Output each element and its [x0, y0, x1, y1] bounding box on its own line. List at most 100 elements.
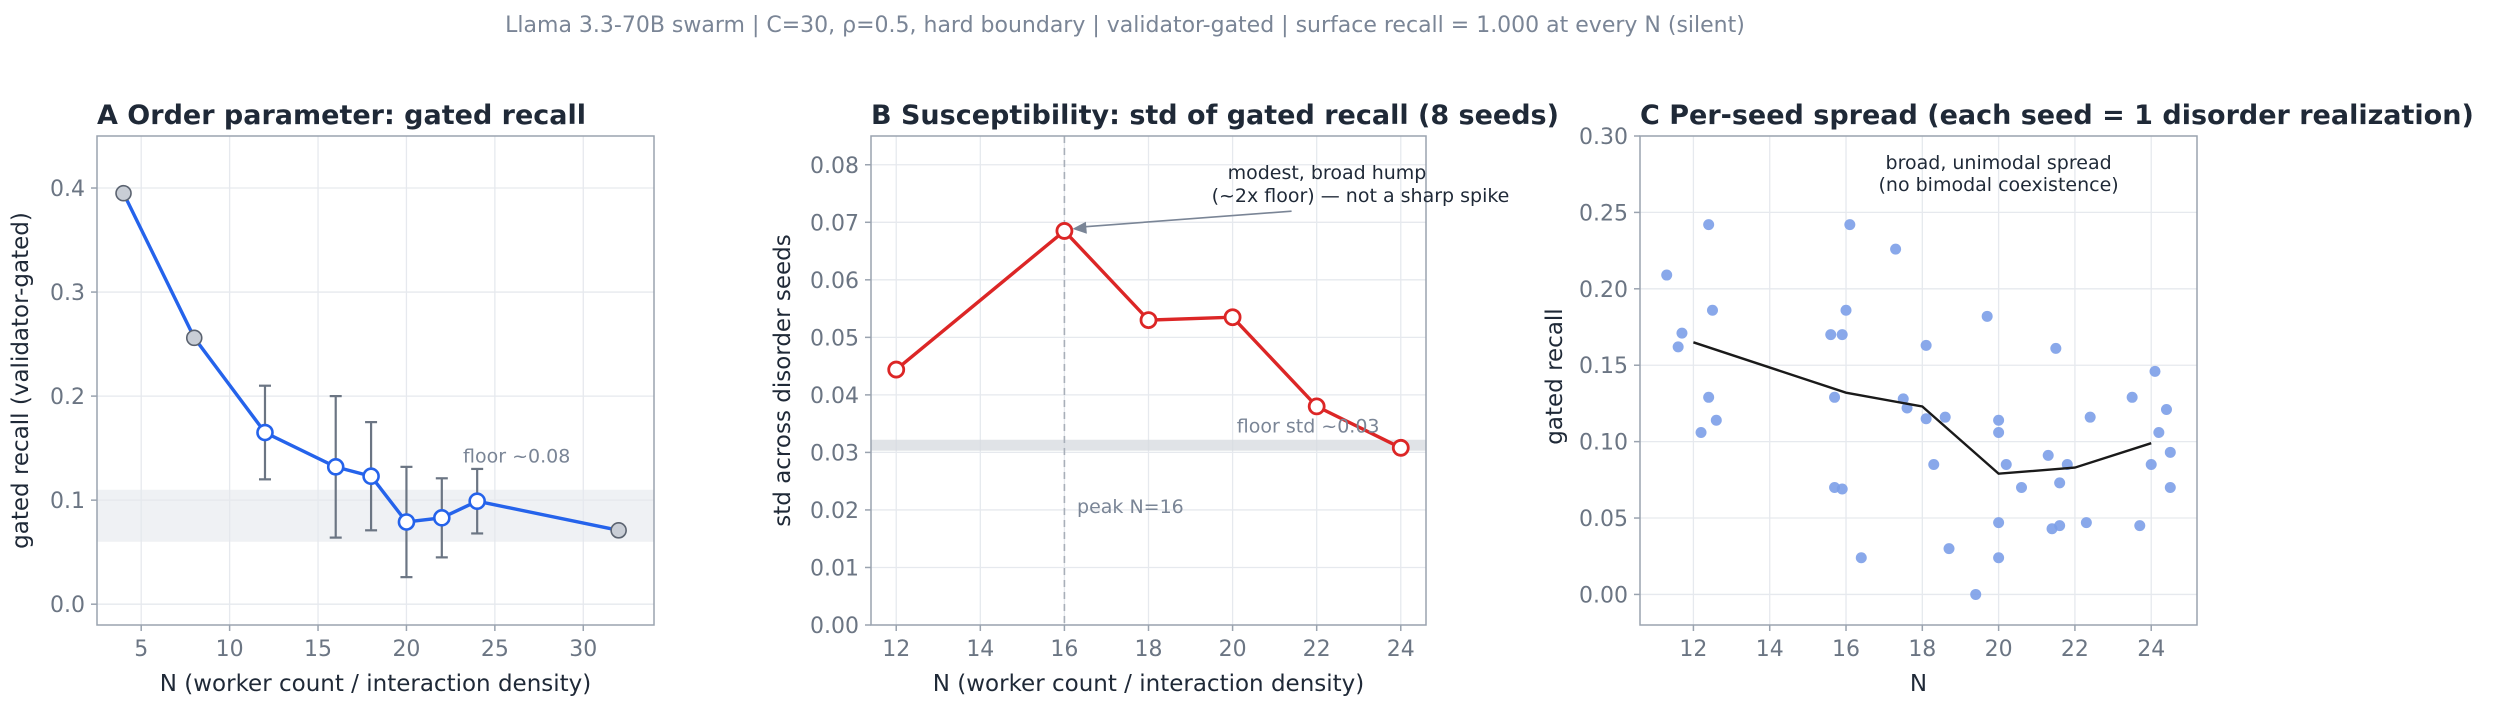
panel-c-point-44	[2153, 426, 2165, 438]
panel-a-ytick-label-3: 0.3	[50, 281, 85, 306]
panel-c-point-45	[2160, 404, 2172, 416]
panel-c-xtick-label-3: 18	[1908, 637, 1936, 662]
panel-b-ytick-label-5: 0.05	[810, 326, 859, 351]
panel-c-point-26	[1993, 414, 2005, 426]
panel-b-point-5	[1391, 438, 1410, 457]
panel-b-point-2	[1139, 311, 1158, 329]
panel-b-yticks: 0.00 0.01 0.02 0.03 0.04 0.05 0.06 0.07 0.08	[810, 154, 871, 639]
panel-c-point-1	[1672, 341, 1684, 353]
panel-a-xlabel: N (worker count / interaction density)	[160, 671, 592, 697]
panel-c-ytick-label-1: 0.05	[1579, 507, 1628, 532]
panel-c-point-11	[1836, 483, 1848, 495]
panel-c-point-3	[1695, 426, 1707, 438]
panel-c-ylabel: gated recall	[1542, 308, 1568, 444]
panel-a: 5 10 15 20 25 30 0.0 0.1 0.2 0.3 0.4 A Order para…	[8, 100, 655, 697]
panel-c-point-14	[1844, 219, 1856, 231]
panel-c-annotation-line-1: broad, unimodal spread	[1886, 152, 2112, 174]
panel-a-point-8	[610, 522, 627, 539]
suptitle: Llama 3.3-70B swarm | C=30, ρ=0.5, hard …	[505, 13, 1745, 38]
panel-c-point-32	[2042, 449, 2054, 461]
panel-c-ytick-label-4: 0.20	[1579, 278, 1628, 303]
panel-c-ytick-label-2: 0.10	[1579, 431, 1628, 456]
panel-a-ytick-label-1: 0.1	[50, 489, 85, 514]
panel-b-xtick-label-1: 14	[966, 637, 994, 662]
panel-c-xtick-label-2: 16	[1832, 637, 1860, 662]
panel-a-point-6	[433, 509, 451, 527]
panel-c-point-27	[1993, 426, 2005, 438]
panel-a-floor-band	[97, 489, 654, 542]
panel-b-ytick-label-3: 0.03	[810, 441, 859, 466]
panel-c-grid	[1640, 135, 2197, 625]
panel-b-point-4	[1307, 397, 1326, 416]
panel-b-series-line	[895, 228, 1402, 450]
panel-a-floor-label: floor ~0.08	[463, 446, 570, 468]
panel-c-xtick-label-6: 24	[2137, 637, 2165, 662]
panel-c-point-20	[1920, 413, 1932, 425]
panel-b-xlabel: N (worker count / interaction density)	[933, 671, 1365, 697]
panel-a-ytick-label-2: 0.2	[50, 385, 85, 410]
panel-b-annotation-arrowhead	[1072, 221, 1087, 234]
panel-c-point-31	[2016, 481, 2028, 493]
panel-a-point-5	[397, 513, 416, 531]
panel-a-yticks: 0.0 0.1 0.2 0.3 0.4	[50, 177, 97, 618]
panel-c-point-9	[1829, 391, 1841, 403]
panel-c-xticks: 12 14 16 18 20 22 24	[1679, 625, 2165, 662]
panel-b-xtick-label-6: 24	[1387, 637, 1415, 662]
panel-b-xtick-label-4: 20	[1219, 637, 1247, 662]
panel-a-point-0	[115, 184, 132, 202]
panel-c-point-34	[2050, 342, 2062, 354]
panel-c-point-46	[2164, 446, 2176, 458]
panel-a-point-7	[468, 492, 486, 510]
panel-c-yticks: 0.00 0.05 0.10 0.15 0.20 0.25 0.30	[1579, 125, 1640, 608]
panel-c-xtick-label-5: 22	[2061, 637, 2089, 662]
panel-c-point-41	[2134, 520, 2146, 532]
panel-b-floor-band	[871, 439, 1426, 451]
panel-b-peak-label: peak N=16	[1077, 496, 1184, 518]
panel-b-annotation-arrow	[1082, 210, 1292, 228]
panel-b-floor-label: floor std ~0.03	[1237, 415, 1380, 437]
panel-b-ylabel: std across disorder seeds	[770, 234, 796, 526]
panel-c-median-line	[1693, 341, 2152, 475]
panel-c-point-4	[1703, 391, 1715, 403]
panel-a-xtick-label-3: 20	[392, 637, 420, 662]
panel-c: 12 14 16 18 20 22 24 0.000.050.100.150.200.250…	[1542, 100, 2474, 697]
panel-c-point-38	[2080, 517, 2092, 529]
panel-c-point-39	[2084, 411, 2096, 423]
panel-b-ytick-label-6: 0.06	[810, 269, 859, 294]
panel-b-ytick-label-0: 0.00	[810, 614, 859, 639]
panel-c-point-6	[1706, 304, 1718, 316]
panel-c-point-22	[1939, 411, 1951, 423]
panel-b-xticks: 12 14 16 18 20 22 24	[882, 625, 1415, 662]
panel-c-ytick-label-5: 0.25	[1579, 201, 1628, 226]
panel-c-ytick-label-3: 0.15	[1579, 354, 1628, 379]
panel-a-xtick-label-2: 15	[304, 637, 332, 662]
panel-a-ytick-label-0: 0.0	[50, 593, 85, 618]
panel-c-point-5	[1703, 219, 1715, 231]
panel-c-point-29	[1993, 552, 2005, 564]
panel-a-xtick-label-0: 5	[134, 637, 148, 662]
panel-b-annotation-line-2: (~2x floor) — not a sharp spike	[1212, 185, 1510, 207]
panel-b-markers	[887, 222, 1410, 457]
panel-b-xtick-label-2: 16	[1050, 637, 1078, 662]
panel-b: 12 14 16 18 20 22 24 0.000.010.020.030.040.050…	[770, 100, 1559, 697]
panel-c-point-16	[1890, 243, 1902, 255]
panel-c-point-19	[1920, 339, 1932, 351]
panel-b-ytick-label-1: 0.01	[810, 556, 859, 581]
panel-a-grid	[97, 136, 654, 625]
panel-a-xticks: 5 10 15 20 25 30	[134, 625, 597, 662]
panel-b-ytick-label-4: 0.04	[810, 384, 859, 409]
panel-b-point-0	[887, 360, 906, 379]
panel-c-point-15	[1855, 552, 1867, 564]
panel-c-point-28	[1993, 517, 2005, 529]
panel-b-title: B Susceptibility: std of gated recall (8…	[871, 100, 1559, 131]
panel-a-point-2	[256, 423, 274, 442]
panel-c-point-8	[1825, 329, 1837, 341]
panel-c-point-25	[1981, 310, 1993, 322]
panel-c-points	[1661, 219, 2176, 600]
panel-c-frame	[1639, 135, 2198, 626]
panel-a-ytick-label-4: 0.4	[50, 177, 85, 202]
panel-c-xtick-label-0: 12	[1679, 637, 1707, 662]
panel-b-xtick-label-0: 12	[882, 637, 910, 662]
panel-a-frame	[96, 135, 655, 626]
panel-c-point-13	[1840, 304, 1852, 316]
